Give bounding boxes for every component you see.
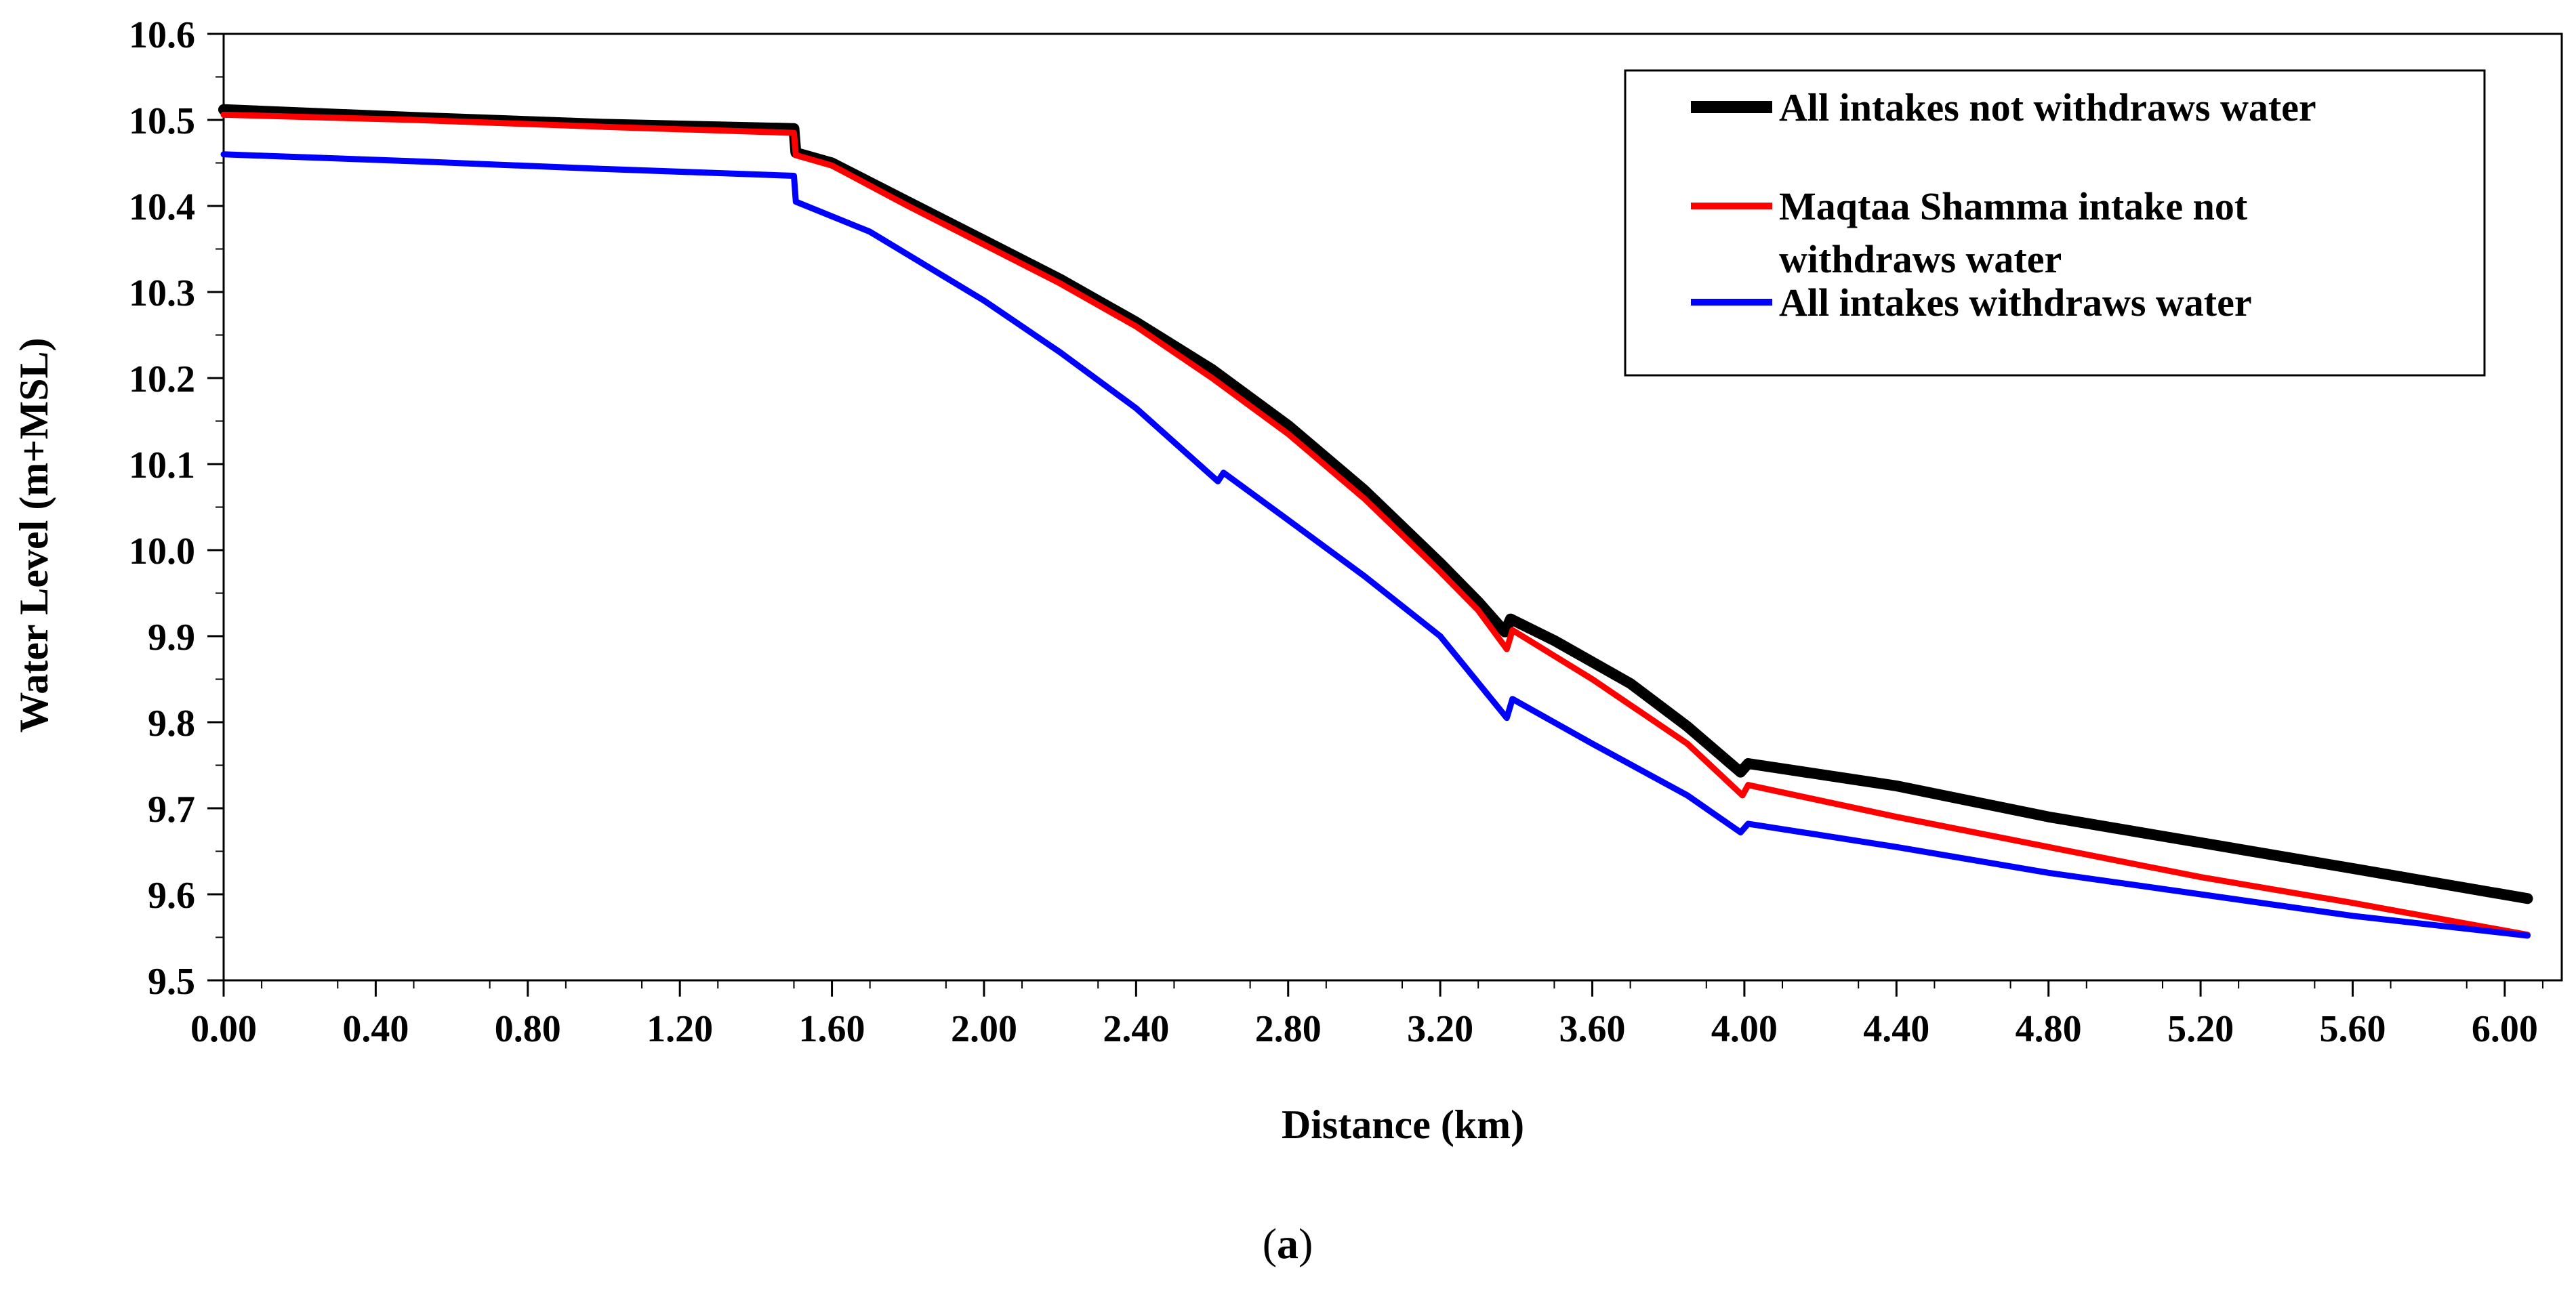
- x-axis-title: Distance (km): [1282, 1102, 1524, 1147]
- y-axis: 9.5 9.6 9.7 9.8 9.9 10.0 10.1 10.2 10.3 10.4 10.5 1…: [129, 14, 224, 1003]
- x-tick-label: 3.20: [1407, 1008, 1473, 1050]
- caption-open-paren: (: [1263, 1220, 1277, 1268]
- legend-label-maqtaa-line2: withdraws water: [1779, 237, 2062, 281]
- x-tick-label: 4.80: [2016, 1008, 2082, 1050]
- y-tick-label: 9.8: [148, 703, 195, 745]
- x-tick-label: 2.00: [951, 1008, 1017, 1050]
- y-tick-label: 9.5: [148, 961, 195, 1003]
- legend: All intakes not withdraws water Maqtaa S…: [1624, 69, 2486, 377]
- figure-caption: (a): [1263, 1220, 1313, 1268]
- x-tick-label: 2.80: [1255, 1008, 1322, 1050]
- x-axis: 0.00 0.40 0.80 1.20 1.60 2.00 2.40 2.80 3.20 3.60…: [190, 980, 2543, 1050]
- y-tick-label: 10.5: [129, 100, 195, 142]
- legend-label-all-not-withdraw: All intakes not withdraws water: [1779, 85, 2316, 129]
- y-tick-label: 10.4: [129, 186, 195, 228]
- y-tick-label: 9.7: [148, 789, 195, 831]
- x-tick-label: 0.80: [495, 1008, 561, 1050]
- x-tick-label: 4.40: [1863, 1008, 1929, 1050]
- x-tick-label: 1.20: [647, 1008, 713, 1050]
- y-tick-label: 10.3: [129, 272, 195, 314]
- series-layer: [218, 104, 2533, 939]
- y-tick-label: 10.0: [129, 530, 195, 572]
- x-tick-label: 4.00: [1711, 1008, 1778, 1050]
- y-axis-title: Water Level (m+MSL): [12, 338, 56, 733]
- x-tick-label: 2.40: [1103, 1008, 1169, 1050]
- legend-box: [1624, 69, 2486, 377]
- x-tick-label: 0.40: [342, 1008, 409, 1050]
- x-tick-label: 0.00: [190, 1008, 257, 1050]
- x-tick-label: 1.60: [799, 1008, 865, 1050]
- series-line-maqtaa-shamma: [220, 111, 2531, 938]
- x-tick-label: 5.20: [2167, 1008, 2234, 1050]
- series-line-all-withdraw: [220, 151, 2531, 939]
- y-tick-label: 9.9: [148, 617, 195, 659]
- y-tick-label: 10.6: [129, 14, 195, 56]
- x-tick-label: 3.60: [1559, 1008, 1626, 1050]
- legend-label-all-withdraw: All intakes withdraws water: [1779, 280, 2252, 325]
- caption-letter: a: [1277, 1220, 1299, 1268]
- y-tick-label: 10.2: [129, 358, 195, 400]
- x-tick-label: 5.60: [2319, 1008, 2386, 1050]
- caption-close-paren: ): [1299, 1220, 1313, 1268]
- y-tick-label: 10.1: [129, 444, 195, 486]
- legend-label-maqtaa-shamma: Maqtaa Shamma intake not withdraws water: [1779, 184, 2257, 281]
- legend-label-maqtaa-line1: Maqtaa Shamma intake not: [1779, 184, 2248, 228]
- y-tick-label: 9.6: [148, 875, 195, 917]
- x-tick-label: 6.00: [2472, 1008, 2538, 1050]
